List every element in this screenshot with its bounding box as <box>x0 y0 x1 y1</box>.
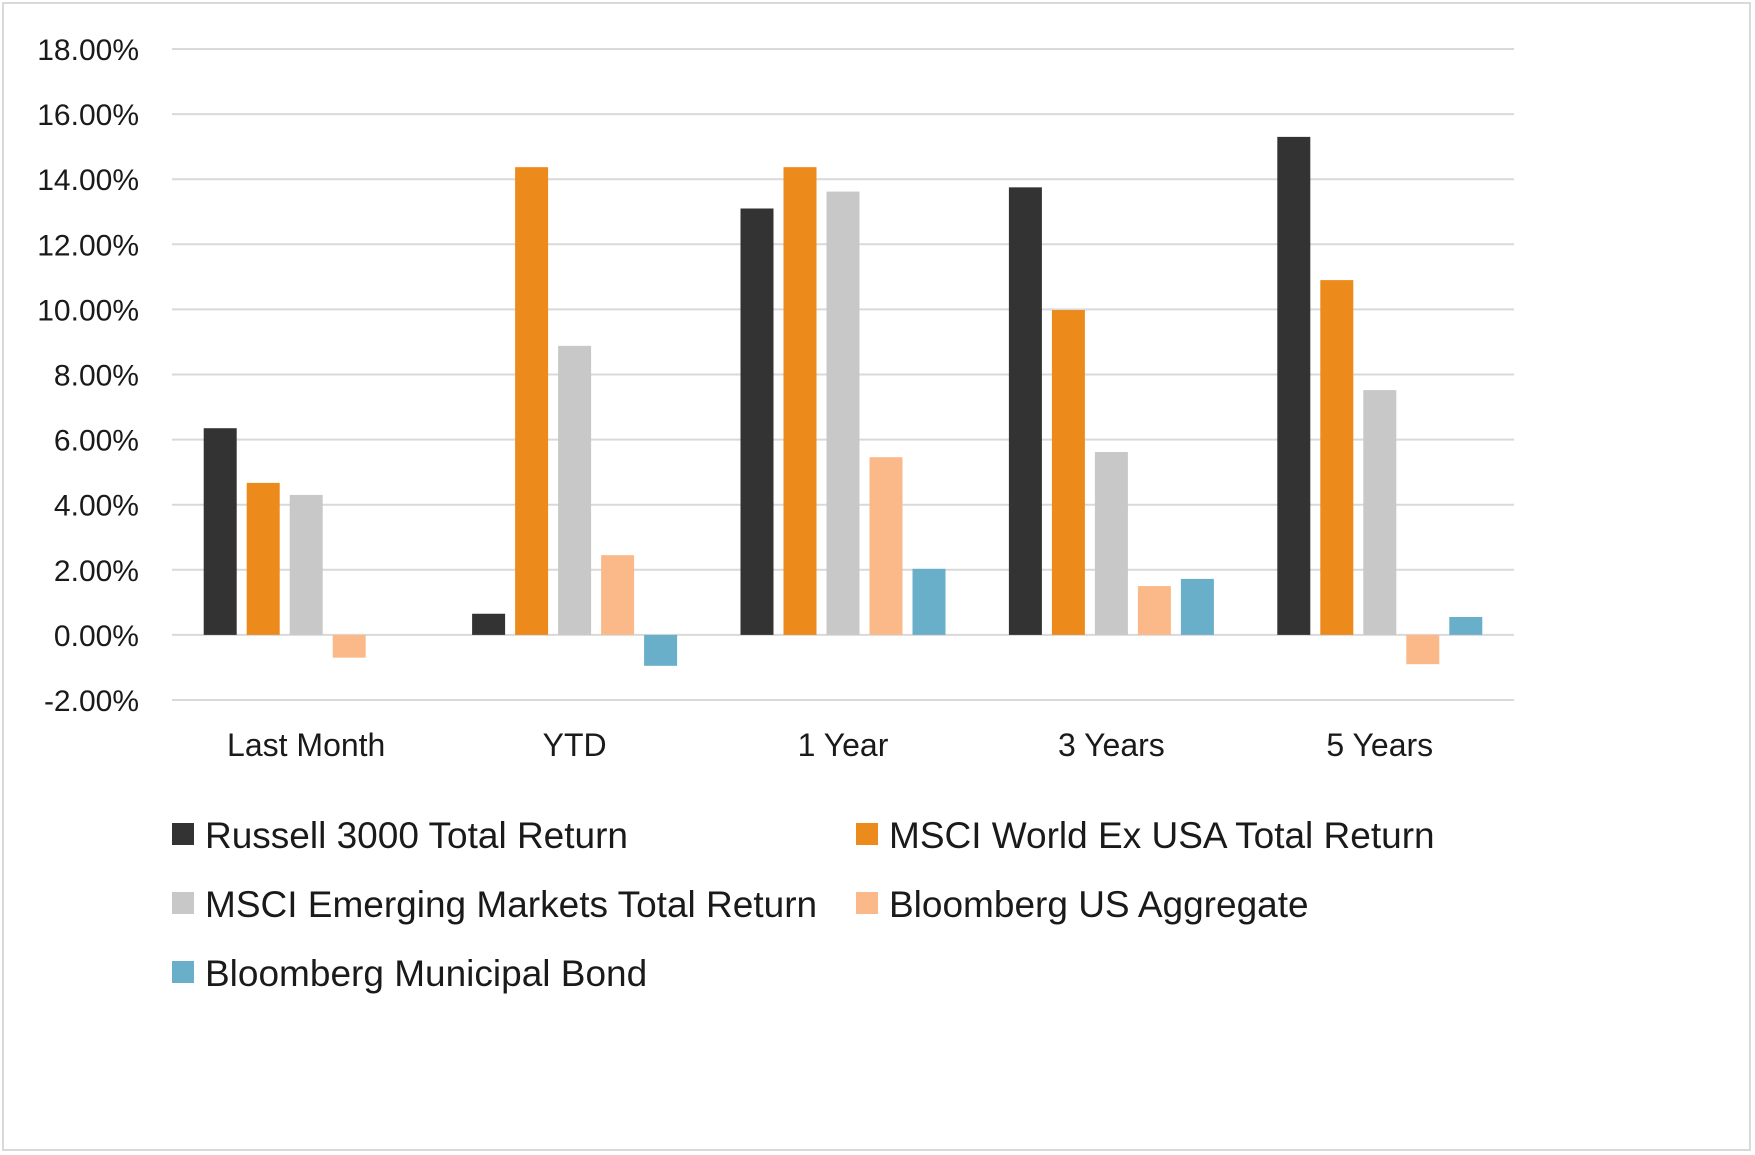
legend-label: Russell 3000 Total Return <box>205 815 628 856</box>
legend-label: Bloomberg US Aggregate <box>889 884 1309 925</box>
bar <box>1320 280 1354 635</box>
bar <box>1449 616 1483 635</box>
bar <box>912 568 946 635</box>
legend-label: MSCI World Ex USA Total Return <box>889 815 1435 856</box>
bar <box>601 555 635 635</box>
y-tick-label: 6.00% <box>54 425 139 458</box>
x-axis-category-labels: Last Month YTD 1 Year 3 Years 5 Years <box>227 727 1433 763</box>
legend-label: Bloomberg Municipal Bond <box>205 953 647 994</box>
x-category-label: YTD <box>543 727 607 763</box>
bar <box>1406 634 1440 665</box>
bar <box>246 482 280 635</box>
y-tick-label: 12.00% <box>37 229 139 262</box>
legend-label: MSCI Emerging Markets Total Return <box>205 884 817 925</box>
bar <box>1008 187 1042 635</box>
bar <box>1051 310 1085 635</box>
bars <box>203 136 1483 666</box>
bar <box>558 345 592 635</box>
y-tick-label: 0.00% <box>54 620 139 653</box>
x-category-label: 1 Year <box>798 727 889 763</box>
bar <box>332 634 366 658</box>
legend-swatch <box>172 892 194 914</box>
y-tick-label: 18.00% <box>37 34 139 67</box>
legend-swatch <box>172 823 194 845</box>
bar <box>1137 586 1171 635</box>
bar <box>515 167 549 635</box>
y-tick-label: 4.00% <box>54 490 139 523</box>
x-category-label: 5 Years <box>1326 727 1433 763</box>
legend-swatch <box>856 823 878 845</box>
bar-chart: -2.00% 0.00% 2.00% 4.00% 6.00% 8.00% 10.00% 12.… <box>37 34 1514 994</box>
y-tick-label: 14.00% <box>37 164 139 197</box>
legend: Russell 3000 Total Return MSCI World Ex U… <box>172 815 1435 994</box>
y-tick-label: 8.00% <box>54 360 139 393</box>
bar <box>826 191 860 635</box>
legend-swatch <box>172 961 194 983</box>
bar <box>1363 390 1397 635</box>
y-tick-label: -2.00% <box>44 685 139 718</box>
legend-swatch <box>856 892 878 914</box>
y-tick-label: 2.00% <box>54 555 139 588</box>
bar <box>869 457 903 635</box>
x-category-label: 3 Years <box>1058 727 1165 763</box>
bar <box>644 634 678 666</box>
y-tick-label: 10.00% <box>37 294 139 327</box>
bar <box>1180 578 1214 635</box>
bar <box>472 613 506 635</box>
bar <box>783 167 817 635</box>
bar <box>740 208 774 635</box>
bar <box>1277 136 1311 635</box>
y-axis-tick-labels: -2.00% 0.00% 2.00% 4.00% 6.00% 8.00% 10.00% 12.… <box>37 34 139 718</box>
bar <box>1094 451 1128 635</box>
y-tick-label: 16.00% <box>37 99 139 132</box>
bar <box>203 428 237 635</box>
bar <box>289 494 323 635</box>
x-category-label: Last Month <box>227 727 385 763</box>
